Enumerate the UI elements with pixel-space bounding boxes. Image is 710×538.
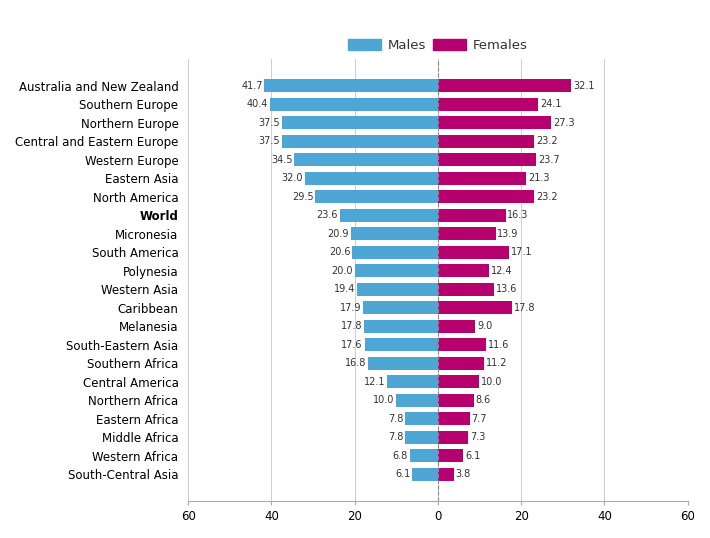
Bar bbox=[305, 172, 438, 185]
Bar bbox=[438, 468, 454, 481]
Text: 37.5: 37.5 bbox=[258, 118, 280, 128]
Text: 37.5: 37.5 bbox=[258, 136, 280, 146]
Text: 12.1: 12.1 bbox=[364, 377, 386, 387]
Bar bbox=[438, 209, 506, 222]
Bar bbox=[339, 209, 438, 222]
Text: 8.6: 8.6 bbox=[475, 395, 491, 405]
Text: 29.5: 29.5 bbox=[292, 192, 313, 202]
Text: 11.6: 11.6 bbox=[488, 339, 509, 350]
Bar bbox=[264, 79, 438, 93]
Text: 6.1: 6.1 bbox=[395, 469, 411, 479]
Bar bbox=[294, 153, 438, 166]
Bar bbox=[364, 320, 438, 333]
Text: 20.6: 20.6 bbox=[329, 247, 351, 257]
Text: 17.9: 17.9 bbox=[340, 303, 361, 313]
Bar bbox=[438, 97, 538, 111]
Bar bbox=[438, 430, 468, 444]
Text: 17.8: 17.8 bbox=[513, 303, 535, 313]
Bar bbox=[413, 468, 438, 481]
Bar bbox=[438, 116, 552, 129]
Bar bbox=[438, 190, 535, 203]
Text: 13.9: 13.9 bbox=[497, 229, 519, 239]
Bar bbox=[364, 301, 438, 314]
Bar bbox=[282, 116, 438, 129]
Text: 7.8: 7.8 bbox=[388, 432, 404, 442]
Bar bbox=[438, 449, 463, 462]
Bar bbox=[438, 245, 509, 259]
Text: 10.0: 10.0 bbox=[481, 377, 503, 387]
Bar bbox=[438, 227, 496, 240]
Bar bbox=[438, 301, 512, 314]
Bar bbox=[396, 394, 438, 407]
Bar bbox=[405, 430, 438, 444]
Bar bbox=[364, 338, 438, 351]
Text: 23.6: 23.6 bbox=[317, 210, 338, 220]
Bar bbox=[438, 282, 494, 296]
Bar bbox=[388, 375, 438, 388]
Bar bbox=[282, 134, 438, 148]
Text: 32.1: 32.1 bbox=[573, 81, 594, 91]
Text: 32.0: 32.0 bbox=[281, 173, 303, 183]
Text: 17.8: 17.8 bbox=[341, 321, 362, 331]
Bar bbox=[438, 79, 572, 93]
Text: 16.8: 16.8 bbox=[345, 358, 366, 368]
Bar bbox=[438, 338, 486, 351]
Bar bbox=[438, 172, 527, 185]
Text: 6.1: 6.1 bbox=[465, 451, 480, 461]
Text: 7.3: 7.3 bbox=[470, 432, 485, 442]
Text: 13.6: 13.6 bbox=[496, 284, 518, 294]
Text: 41.7: 41.7 bbox=[241, 81, 263, 91]
Text: 9.0: 9.0 bbox=[477, 321, 492, 331]
Text: 23.2: 23.2 bbox=[536, 192, 557, 202]
Bar bbox=[438, 375, 479, 388]
Bar bbox=[368, 357, 438, 370]
Bar bbox=[438, 264, 489, 278]
Text: 21.3: 21.3 bbox=[528, 173, 550, 183]
Bar bbox=[352, 245, 438, 259]
Text: 23.2: 23.2 bbox=[536, 136, 557, 146]
Text: 12.4: 12.4 bbox=[491, 266, 513, 275]
Text: 3.8: 3.8 bbox=[455, 469, 471, 479]
Text: 34.5: 34.5 bbox=[271, 155, 293, 165]
Bar bbox=[438, 320, 475, 333]
Bar bbox=[438, 394, 474, 407]
Text: 27.3: 27.3 bbox=[553, 118, 575, 128]
Text: 40.4: 40.4 bbox=[246, 99, 268, 109]
Bar bbox=[438, 412, 470, 426]
Legend: Males, Females: Males, Females bbox=[344, 34, 531, 56]
Bar bbox=[351, 227, 438, 240]
Text: 20.9: 20.9 bbox=[328, 229, 349, 239]
Text: 23.7: 23.7 bbox=[538, 155, 559, 165]
Bar bbox=[438, 134, 535, 148]
Text: 16.3: 16.3 bbox=[508, 210, 529, 220]
Bar bbox=[270, 97, 438, 111]
Text: 10.0: 10.0 bbox=[373, 395, 395, 405]
Bar bbox=[315, 190, 438, 203]
Text: 6.8: 6.8 bbox=[393, 451, 408, 461]
Text: 24.1: 24.1 bbox=[540, 99, 562, 109]
Text: 19.4: 19.4 bbox=[334, 284, 356, 294]
Text: 7.8: 7.8 bbox=[388, 414, 404, 424]
Bar bbox=[357, 282, 438, 296]
Text: 11.2: 11.2 bbox=[486, 358, 508, 368]
Text: 20.0: 20.0 bbox=[332, 266, 353, 275]
Bar bbox=[354, 264, 438, 278]
Bar bbox=[410, 449, 438, 462]
Text: 7.7: 7.7 bbox=[471, 414, 487, 424]
Bar bbox=[438, 153, 537, 166]
Text: 17.6: 17.6 bbox=[342, 339, 363, 350]
Bar bbox=[438, 357, 484, 370]
Bar bbox=[405, 412, 438, 426]
Text: 17.1: 17.1 bbox=[510, 247, 532, 257]
